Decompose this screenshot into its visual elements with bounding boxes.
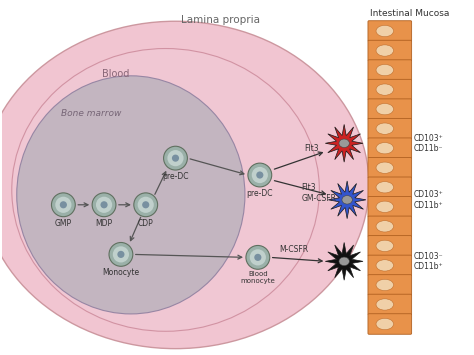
Text: Blood
monocyte: Blood monocyte xyxy=(240,271,275,284)
Circle shape xyxy=(142,201,149,208)
Text: CD103⁻
CD11b⁺: CD103⁻ CD11b⁺ xyxy=(414,252,443,271)
Ellipse shape xyxy=(376,299,393,310)
Circle shape xyxy=(55,197,72,213)
FancyBboxPatch shape xyxy=(368,197,411,217)
Circle shape xyxy=(246,245,270,269)
FancyBboxPatch shape xyxy=(368,21,411,41)
Ellipse shape xyxy=(376,162,393,173)
Ellipse shape xyxy=(376,84,393,95)
FancyBboxPatch shape xyxy=(368,294,411,315)
Circle shape xyxy=(113,246,129,262)
Ellipse shape xyxy=(376,25,393,37)
FancyBboxPatch shape xyxy=(368,255,411,276)
Ellipse shape xyxy=(376,45,393,56)
Ellipse shape xyxy=(376,240,393,252)
Text: Flt3
GM-CSFR: Flt3 GM-CSFR xyxy=(301,183,337,203)
Ellipse shape xyxy=(0,21,369,349)
Ellipse shape xyxy=(376,279,393,291)
Circle shape xyxy=(109,242,133,266)
Circle shape xyxy=(250,249,266,266)
Text: pre-DC: pre-DC xyxy=(162,172,189,181)
Circle shape xyxy=(248,163,272,187)
FancyBboxPatch shape xyxy=(368,119,411,139)
Ellipse shape xyxy=(376,260,393,271)
Text: CD103⁺
CD11b⁻: CD103⁺ CD11b⁻ xyxy=(414,133,443,153)
Circle shape xyxy=(167,150,183,166)
Ellipse shape xyxy=(342,196,352,204)
Text: MDP: MDP xyxy=(95,219,113,228)
Polygon shape xyxy=(325,242,363,280)
Circle shape xyxy=(164,146,187,170)
FancyBboxPatch shape xyxy=(368,60,411,80)
Ellipse shape xyxy=(376,201,393,212)
Text: CD103⁺
CD11b⁺: CD103⁺ CD11b⁺ xyxy=(414,190,443,209)
Text: M-CSFR: M-CSFR xyxy=(280,245,309,254)
Text: Blood: Blood xyxy=(102,69,130,79)
Ellipse shape xyxy=(376,182,393,193)
Ellipse shape xyxy=(376,103,393,115)
Text: Bone marrow: Bone marrow xyxy=(61,109,121,118)
Ellipse shape xyxy=(12,49,319,331)
Polygon shape xyxy=(328,181,366,219)
Text: pre-DC: pre-DC xyxy=(246,189,273,198)
Text: CDP: CDP xyxy=(138,219,154,228)
Circle shape xyxy=(52,193,75,217)
FancyBboxPatch shape xyxy=(368,216,411,236)
Circle shape xyxy=(92,193,116,217)
Ellipse shape xyxy=(339,257,349,266)
Ellipse shape xyxy=(17,76,245,314)
Circle shape xyxy=(118,251,125,258)
FancyBboxPatch shape xyxy=(368,158,411,178)
FancyBboxPatch shape xyxy=(368,314,411,334)
Circle shape xyxy=(60,201,67,208)
Text: Lamina propria: Lamina propria xyxy=(181,15,260,25)
FancyBboxPatch shape xyxy=(368,138,411,158)
FancyBboxPatch shape xyxy=(368,99,411,119)
Circle shape xyxy=(96,197,112,213)
Polygon shape xyxy=(325,124,363,162)
Ellipse shape xyxy=(376,123,393,134)
Circle shape xyxy=(172,154,179,162)
Circle shape xyxy=(134,193,158,217)
FancyBboxPatch shape xyxy=(368,40,411,61)
Ellipse shape xyxy=(376,64,393,76)
Text: Monocyte: Monocyte xyxy=(102,268,139,277)
Ellipse shape xyxy=(376,318,393,330)
Circle shape xyxy=(254,254,261,261)
FancyBboxPatch shape xyxy=(368,275,411,295)
Ellipse shape xyxy=(376,221,393,232)
FancyBboxPatch shape xyxy=(368,236,411,256)
Text: Flt3: Flt3 xyxy=(304,144,319,153)
Ellipse shape xyxy=(339,139,349,148)
Circle shape xyxy=(137,197,154,213)
FancyBboxPatch shape xyxy=(368,79,411,100)
Ellipse shape xyxy=(376,143,393,154)
Circle shape xyxy=(252,167,268,183)
Circle shape xyxy=(100,201,108,208)
Circle shape xyxy=(256,171,264,179)
FancyBboxPatch shape xyxy=(368,177,411,197)
Text: Intestinal Mucosa: Intestinal Mucosa xyxy=(370,9,449,18)
Text: GMP: GMP xyxy=(55,219,72,228)
